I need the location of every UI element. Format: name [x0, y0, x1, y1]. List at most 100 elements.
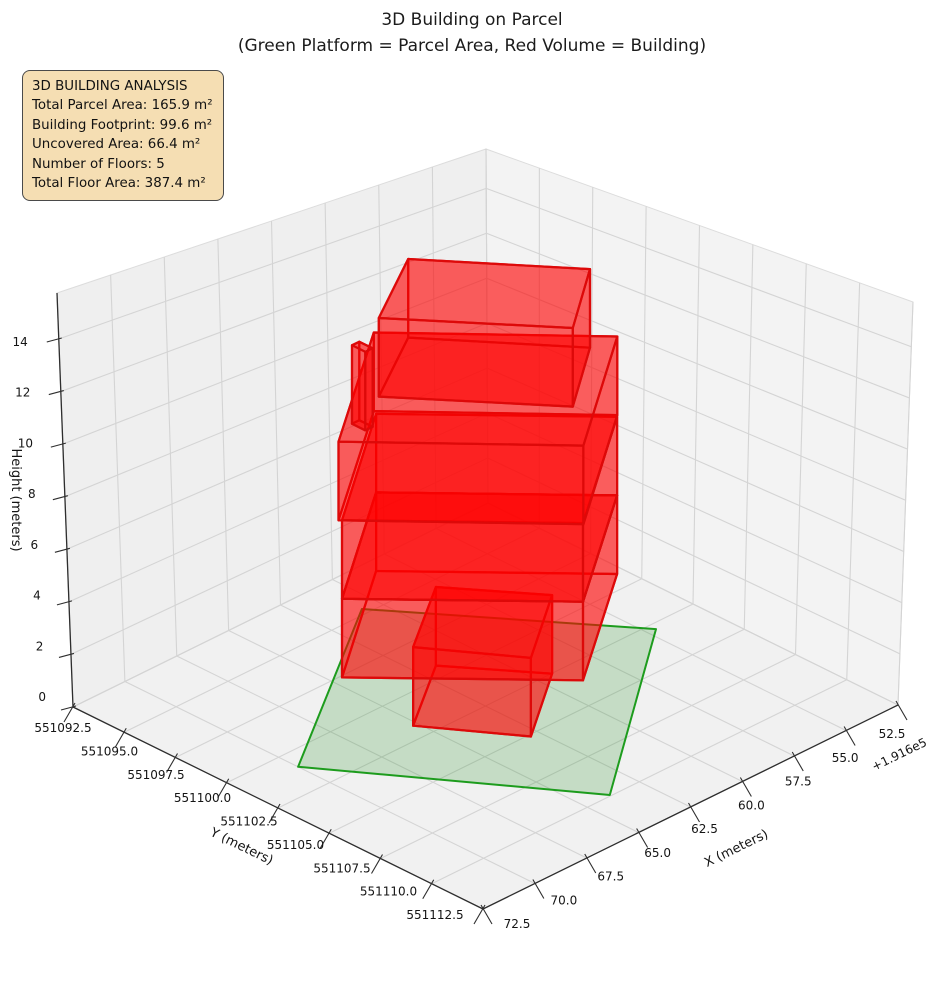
grid-line-x-wall [110, 274, 126, 682]
z-tick-label: 6 [31, 538, 39, 552]
y-tick-label: 551107.5 [313, 861, 370, 875]
chart-title-block: 3D Building on Parcel (Green Platform = … [0, 7, 944, 59]
floor-3-front-face [340, 519, 585, 603]
grid-line-z-left [62, 277, 487, 445]
x-tick-label: 55.0 [832, 751, 859, 765]
grid-line-z-left [70, 457, 488, 655]
y-tick-label: 551112.5 [406, 908, 463, 922]
x-tick-mark [532, 879, 545, 899]
parcel-surface [297, 608, 657, 796]
info-line-floorarea: Total Floor Area: 387.4 m² [32, 176, 206, 192]
floor-1-front-face [412, 645, 533, 738]
y-tick-label: 551097.5 [127, 768, 184, 782]
floor-5-top-face [377, 257, 592, 330]
x-tick-mark [688, 802, 700, 823]
info-line-uncovered: Uncovered Area: 66.4 m² [32, 137, 201, 153]
x-tick-label: 60.0 [738, 798, 765, 812]
x-tick-mark [584, 853, 597, 874]
grid-line-y-wall [743, 244, 754, 630]
grid-line-z-right [486, 322, 906, 501]
floor-4-annex-front-face [350, 344, 367, 432]
y-tick-mark [166, 753, 178, 773]
grid-line-y-wall [794, 263, 807, 655]
grid-line-x-wall [324, 202, 333, 580]
z-tick-label: 4 [33, 589, 41, 603]
info-line-footprint: Building Footprint: 99.6 m² [32, 117, 213, 133]
z-tick-mark [48, 390, 64, 396]
grid-line-y-wall [641, 206, 647, 579]
z-tick-mark [50, 442, 66, 448]
grid-line-x-wall [431, 166, 437, 529]
y-tick-label: 551095.0 [81, 744, 138, 758]
z-axis-spine [56, 292, 74, 708]
x-tick-label: 65.0 [644, 846, 671, 860]
grid-line-z-left [64, 322, 488, 498]
y-tick-mark [114, 727, 127, 748]
grid-line-y-floor [124, 527, 540, 733]
grid-line-y-floor [431, 679, 847, 885]
y-tick-mark [63, 702, 76, 723]
analysis-info-box: 3D BUILDING ANALYSIS Total Parcel Area: … [22, 70, 224, 202]
info-line-floors: Number of Floors: 5 [32, 156, 165, 172]
z-tick-label: 12 [15, 386, 30, 400]
x-tick-mark [843, 726, 856, 746]
y-tick-label: 551105.0 [267, 838, 324, 852]
grid-line-y-wall [692, 225, 701, 605]
grid-line-y-floor [175, 553, 591, 758]
chart-subtitle: (Green Platform = Parcel Area, Red Volum… [237, 36, 707, 56]
grid-line-y-floor [380, 654, 796, 859]
z-tick-label: 8 [28, 487, 36, 501]
grid-line-z-right [486, 277, 908, 450]
floor-4-annex-front-face [364, 347, 374, 432]
floor-5-front-face [377, 316, 574, 408]
y-axis-label: Y (meters) [207, 825, 276, 869]
y-tick-mark [319, 828, 332, 849]
x-tick-mark [791, 751, 804, 772]
grid-line-z-right [487, 457, 901, 655]
y-tick-mark [268, 803, 281, 824]
z-tick-label: 10 [18, 436, 33, 450]
grid-line-z-right [486, 232, 910, 399]
z-tick-mark [60, 705, 77, 711]
grid-line-x-wall [270, 220, 282, 606]
floor-2-front-face [340, 597, 585, 682]
y-tick-mark [473, 904, 486, 925]
x-tick-mark [739, 777, 752, 797]
grid-line-z-right [487, 367, 904, 552]
grid-line-z-right [487, 502, 899, 706]
z-tick-label: 0 [38, 690, 46, 704]
grid-line-y-wall [589, 187, 594, 554]
y-tick-label: 551102.5 [220, 815, 277, 829]
z-tick-mark [52, 495, 69, 501]
z-tick-mark [58, 652, 75, 658]
grid-line-y-floor [226, 578, 642, 784]
y-tick-mark [371, 854, 383, 874]
z-tick-label: 14 [12, 335, 27, 349]
z-tick-mark [56, 600, 73, 606]
grid-line-z-left [58, 187, 487, 340]
y-tick-mark [217, 778, 230, 799]
z-tick-mark [46, 337, 62, 343]
grid-line-y-wall [846, 282, 861, 680]
x-tick-label: 52.5 [879, 727, 906, 741]
grid-line-y-wall [897, 301, 914, 706]
y-tick-mark [422, 879, 435, 900]
info-line-header: 3D BUILDING ANALYSIS [32, 79, 188, 94]
z-tick-mark [54, 547, 71, 553]
x-tick-label: 67.5 [597, 870, 624, 884]
y-tick-label: 551110.0 [360, 885, 417, 899]
x-tick-label: 57.5 [785, 775, 812, 789]
grid-line-z-left [68, 412, 488, 603]
grid-line-z-left [72, 502, 489, 708]
z-axis-label: Height (meters) [8, 448, 23, 551]
chart-title: 3D Building on Parcel [381, 10, 563, 30]
grid-line-z-right [486, 187, 912, 348]
grid-line-y-floor [329, 628, 745, 834]
x-tick-label: 70.0 [551, 893, 578, 907]
floor-4-front-face [337, 440, 585, 526]
x-tick-label: 62.5 [691, 822, 718, 836]
x-tick-mark [636, 828, 649, 848]
info-line-parcel: Total Parcel Area: 165.9 m² [32, 98, 213, 114]
